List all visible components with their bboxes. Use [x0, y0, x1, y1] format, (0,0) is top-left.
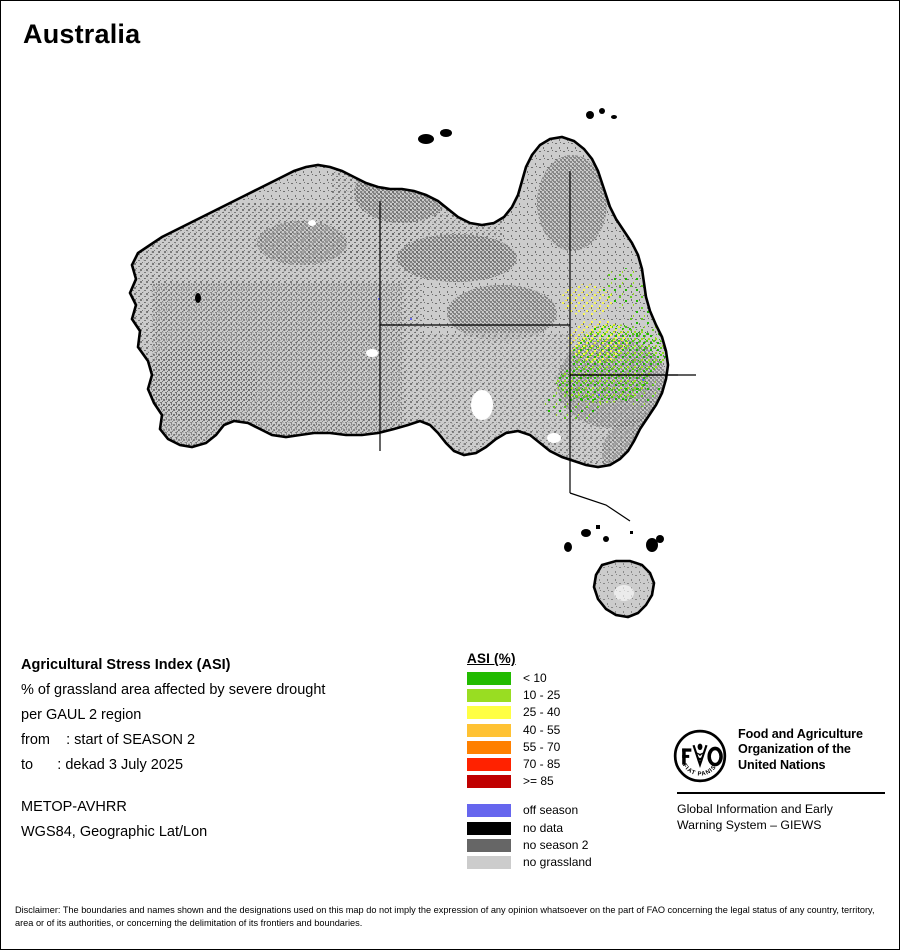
legend-label-off-season: off season	[523, 803, 579, 818]
legend-label-lt10: < 10	[523, 671, 547, 686]
legend-item-gte85[interactable]: >= 85	[467, 773, 592, 790]
map-metadata-block: Agricultural Stress Index (ASI) % of gra…	[21, 653, 325, 845]
giews-line-1: Global Information and Early	[677, 802, 833, 816]
metadata-heading: Agricultural Stress Index (ASI)	[21, 657, 231, 673]
metadata-line-2: per GAUL 2 region	[21, 707, 142, 723]
fao-branding: FIAT PANIS Food and Agriculture Organiza…	[673, 727, 885, 833]
fao-org-line-1: Food and Agriculture	[738, 727, 863, 741]
metadata-period-to: to : dekad 3 July 2025	[21, 757, 184, 773]
offshore-islands	[195, 108, 664, 552]
legend-item-off-season[interactable]: off season	[467, 802, 592, 819]
legend-swatch-no-season-2	[467, 838, 511, 852]
fao-logo-icon: FIAT PANIS	[673, 729, 727, 783]
legend-item-10-25[interactable]: 10 - 25	[467, 687, 592, 704]
legend-swatch-no-data	[467, 821, 511, 835]
giews-name: Global Information and Early Warning Sys…	[677, 801, 885, 833]
legend-title: ASI (%)	[467, 651, 516, 666]
legend-item-70-85[interactable]: 70 - 85	[467, 756, 592, 773]
australia-map-svg	[2, 53, 898, 633]
metadata-projection: WGS84, Geographic Lat/Lon	[21, 824, 208, 840]
asi-hotspot-cluster	[378, 268, 668, 421]
legend-item-no-season-2[interactable]: no season 2	[467, 837, 592, 854]
legend-swatch-10-25	[467, 689, 511, 703]
asi-legend: ASI (%) < 10 10 - 25 25 - 40 40 - 55 55 …	[467, 651, 592, 871]
admin-boundaries	[379, 171, 696, 522]
legend-label-10-25: 10 - 25	[523, 688, 561, 703]
legend-swatch-25-40	[467, 706, 511, 720]
legend-item-25-40[interactable]: 25 - 40	[467, 704, 592, 721]
giews-line-2: Warning System – GIEWS	[677, 818, 822, 832]
legend-swatch-no-grassland	[467, 855, 511, 869]
tasmania-landmass	[592, 559, 656, 619]
fao-org-line-3: United Nations	[738, 757, 826, 772]
legend-label-25-40: 25 - 40	[523, 705, 561, 720]
legend-swatch-gte85	[467, 775, 511, 789]
legend-label-no-grassland: no grassland	[523, 854, 592, 869]
legend-swatch-40-55	[467, 723, 511, 737]
legend-item-no-data[interactable]: no data	[467, 820, 592, 837]
legend-item-40-55[interactable]: 40 - 55	[467, 722, 592, 739]
fao-divider	[677, 792, 885, 794]
legend-spacer	[467, 790, 592, 802]
legend-swatch-lt10	[467, 672, 511, 686]
metadata-line-1: % of grassland area affected by severe d…	[21, 682, 326, 698]
legend-label-no-season-2: no season 2	[523, 837, 589, 852]
legend-label-55-70: 55 - 70	[523, 739, 561, 754]
legend-label-no-data: no data	[523, 820, 564, 835]
legend-item-lt10[interactable]: < 10	[467, 670, 592, 687]
metadata-spacer	[21, 778, 325, 795]
metadata-sensor: METOP-AVHRR	[21, 799, 127, 815]
fao-org-name: Food and Agriculture Organization of the…	[738, 727, 863, 773]
legend-label-gte85: >= 85	[523, 774, 554, 789]
metadata-period-from: from : start of SEASON 2	[21, 732, 196, 748]
disclaimer-text: Disclaimer: The boundaries and names sho…	[15, 905, 875, 928]
mainland-landmass	[128, 135, 670, 469]
fao-org-line-2: Organization of the	[738, 742, 851, 757]
page-title: Australia	[23, 19, 141, 49]
map-canvas[interactable]	[2, 53, 898, 633]
legend-label-70-85: 70 - 85	[523, 757, 561, 772]
legend-item-55-70[interactable]: 55 - 70	[467, 739, 592, 756]
legend-label-40-55: 40 - 55	[523, 722, 561, 737]
legend-swatch-55-70	[467, 740, 511, 754]
legend-item-no-grassland[interactable]: no grassland	[467, 854, 592, 871]
legend-swatch-off-season	[467, 804, 511, 818]
legend-swatch-70-85	[467, 758, 511, 772]
